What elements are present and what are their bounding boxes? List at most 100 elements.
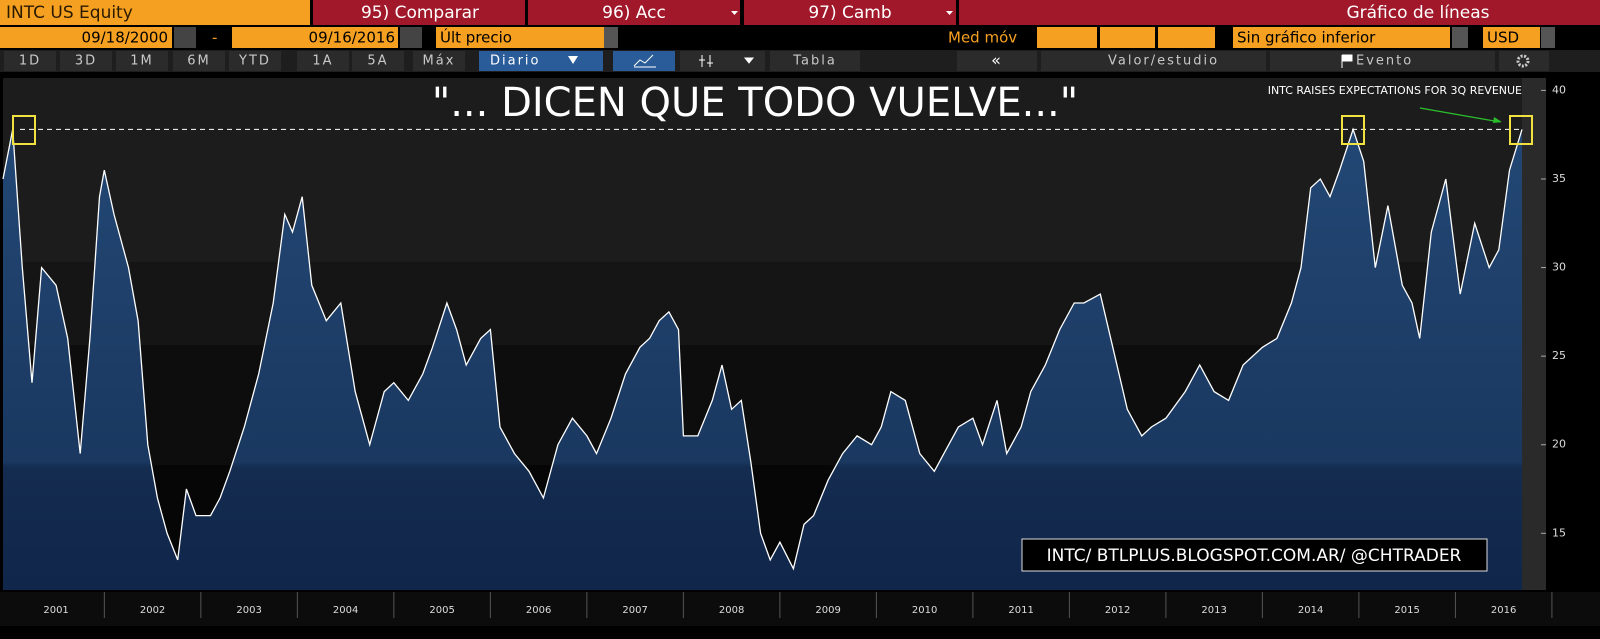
- header-bar: INTC US Equity 95) Comparar 96) Acc 97) …: [0, 0, 1600, 25]
- button-label: 97) Camb: [808, 3, 891, 23]
- area-fill: [3, 129, 1522, 590]
- watermark: INTC/ BTLPLUS.BLOGSPOT.COM.AR/ @CHTRADER: [1047, 546, 1462, 566]
- back: «: [991, 51, 1003, 70]
- x-tick-label: 2004: [333, 605, 358, 616]
- watermark-box: [1021, 538, 1488, 572]
- calendar-icon[interactable]: [174, 27, 196, 48]
- flag-icon: [1341, 54, 1353, 68]
- dropdown-arrow: [568, 56, 578, 64]
- date-bar: 09/18/2000 - 09/16/2016 Últ precio Med m…: [0, 27, 1555, 48]
- price-line: [2, 127, 1523, 571]
- end-date: 09/16/2016: [309, 29, 395, 47]
- period-button[interactable]: [116, 51, 168, 71]
- x-tick-label: 2016: [1491, 605, 1516, 616]
- highlight-box: [1341, 115, 1365, 145]
- x-axis-strip: [0, 592, 1600, 626]
- period-label: 1D: [19, 54, 41, 69]
- security-field[interactable]: [0, 0, 310, 25]
- x-tick-label: 2013: [1201, 605, 1226, 616]
- lower-chart: Sin gráfico inferior: [1237, 29, 1376, 47]
- arrow-head: [1493, 117, 1502, 123]
- chart-icon: [633, 54, 656, 68]
- x-tick-label: 2007: [622, 605, 647, 616]
- dropdown-arrow[interactable]: [1452, 27, 1468, 48]
- period-label: Máx: [423, 54, 456, 69]
- end-date-field[interactable]: [232, 27, 398, 48]
- dropdown-arrow: [731, 11, 738, 15]
- axis-strip: [1522, 78, 1546, 590]
- x-tick-label: 2001: [43, 605, 68, 616]
- period-label: 3D: [75, 54, 97, 69]
- x-tick-label: 2005: [429, 605, 454, 616]
- chart-kind-bar: [959, 0, 1600, 25]
- period-label: YTD: [238, 54, 271, 69]
- calendar-icon[interactable]: [400, 27, 422, 48]
- x-tick-label: 2006: [526, 605, 551, 616]
- x-tick-label: 2002: [140, 605, 165, 616]
- change-button[interactable]: [744, 0, 956, 25]
- period-button[interactable]: [229, 51, 281, 71]
- lower-chart-select[interactable]: [1233, 27, 1450, 48]
- period-button[interactable]: [4, 51, 56, 71]
- y-tick-label: 20: [1552, 438, 1566, 451]
- annotation-arrow: [1419, 107, 1501, 123]
- input-box[interactable]: [1037, 27, 1097, 48]
- back-button[interactable]: [957, 51, 1037, 71]
- value-study: Valor/estudio: [1108, 54, 1219, 69]
- x-tick-label: 2012: [1105, 605, 1130, 616]
- button-label: 96) Acc: [602, 3, 666, 23]
- annotation: INTC RAISES EXPECTATIONS FOR 3Q REVENUE: [1268, 84, 1522, 97]
- moving-average: Med móv: [948, 29, 1017, 47]
- table-button[interactable]: [770, 51, 860, 71]
- start-date-field[interactable]: [0, 27, 172, 48]
- x-tick-label: 2011: [1008, 605, 1033, 616]
- plot: 15 20 25 30 35 40 2001 2002 2003 2004 2005 2006 2007…: [2, 83, 1566, 618]
- period-button[interactable]: [173, 51, 225, 71]
- dropdown-arrow[interactable]: [1541, 27, 1555, 48]
- x-tick-label: 2003: [236, 605, 261, 616]
- x-tick-label: 2008: [719, 605, 744, 616]
- period-label: 5A: [367, 54, 388, 69]
- period-label: 1A: [312, 54, 333, 69]
- y-tick-label: 40: [1552, 83, 1566, 96]
- y-tick-label: 25: [1552, 349, 1566, 362]
- period-bar: Diario Tabla « Valor/estudio Evento 1D 3D…: [0, 50, 1600, 72]
- x-tick-label: 2014: [1298, 605, 1323, 616]
- field: Últ precio: [440, 28, 512, 47]
- chart-kind: Gráfico de líneas: [1346, 3, 1489, 23]
- currency-select[interactable]: [1483, 27, 1540, 48]
- x-tick-label: 2009: [815, 605, 840, 616]
- band: [3, 262, 1522, 345]
- actions-button[interactable]: [528, 0, 740, 25]
- dropdown-arrow: [946, 11, 953, 15]
- x-tick-label: 2015: [1394, 605, 1419, 616]
- chart-icon-button[interactable]: [613, 51, 675, 71]
- event: Evento: [1356, 54, 1413, 69]
- input-box[interactable]: [1158, 27, 1215, 48]
- settings-button[interactable]: [1499, 51, 1549, 71]
- value-study-button[interactable]: [1041, 51, 1266, 71]
- y-tick-label: 15: [1552, 526, 1566, 539]
- period-button[interactable]: [352, 51, 404, 71]
- bar-icon-button[interactable]: [680, 51, 765, 71]
- period-button[interactable]: [297, 51, 349, 71]
- start-date: 09/18/2000: [82, 29, 168, 47]
- highlight-box: [12, 115, 36, 145]
- currency: USD: [1487, 29, 1519, 47]
- period-button[interactable]: [413, 51, 465, 71]
- bar-icon: [699, 55, 755, 67]
- event-button[interactable]: [1270, 51, 1495, 71]
- input-box[interactable]: [1100, 27, 1155, 48]
- security: INTC US Equity: [6, 3, 133, 23]
- period-button[interactable]: [60, 51, 112, 71]
- band: [3, 78, 1522, 262]
- y-tick-label: 35: [1552, 172, 1566, 185]
- compare-button[interactable]: [313, 0, 525, 25]
- chart-title: "... DICEN QUE TODO VUELVE...": [432, 80, 1078, 126]
- field-select[interactable]: [436, 27, 604, 48]
- date-separator: -: [212, 29, 217, 47]
- dropdown-arrow[interactable]: [604, 27, 618, 48]
- y-tick-label: 30: [1552, 261, 1566, 274]
